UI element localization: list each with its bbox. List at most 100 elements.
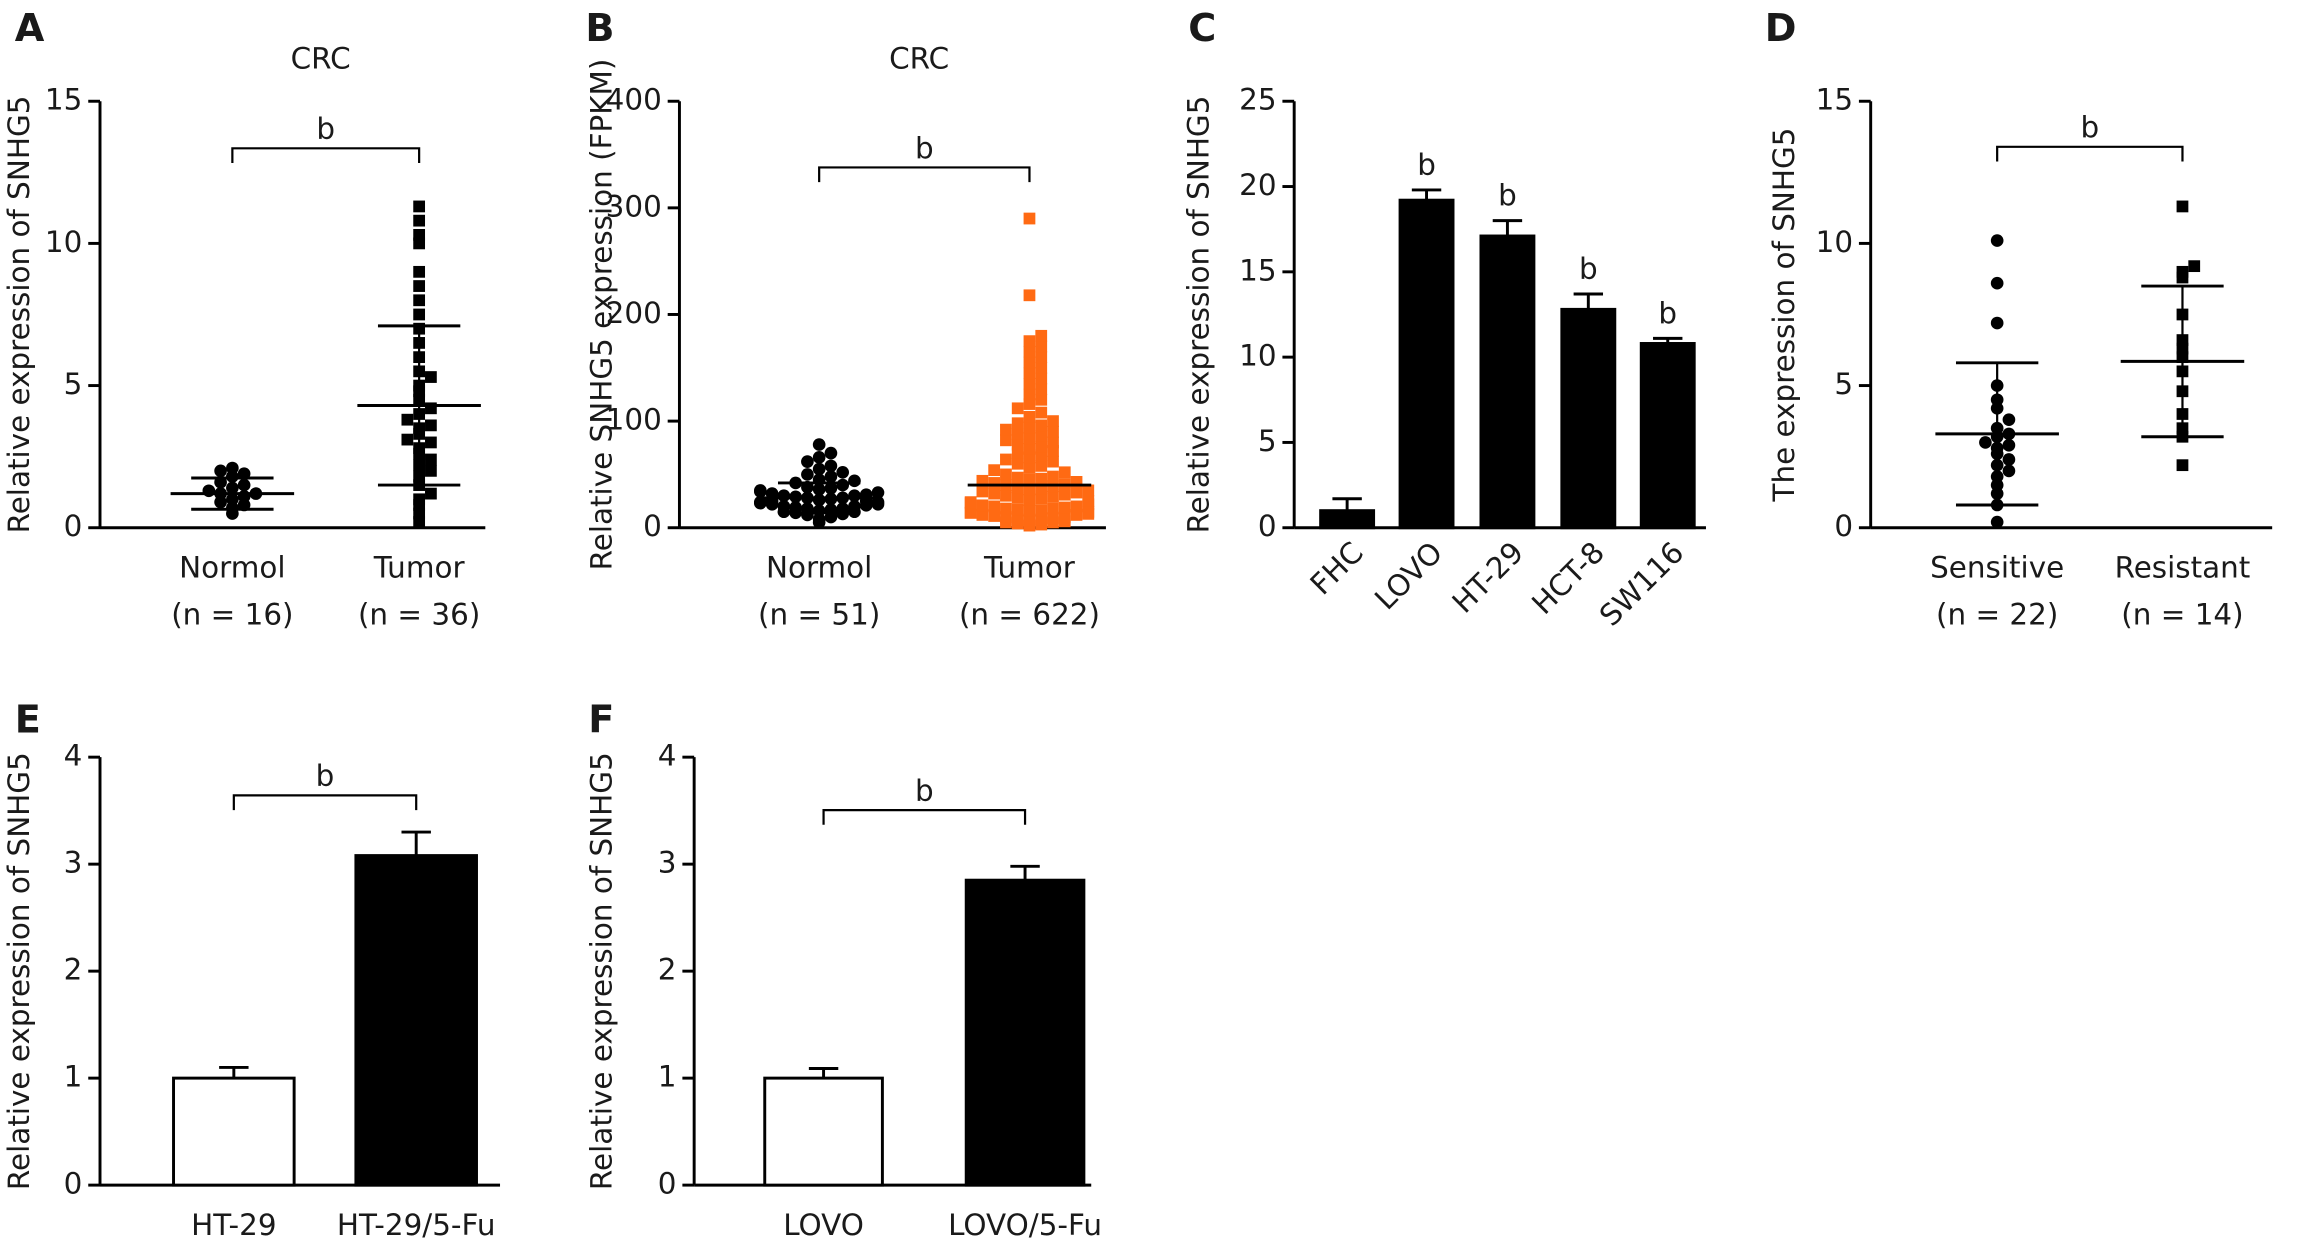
data-point xyxy=(1011,471,1024,484)
bar xyxy=(1479,234,1536,530)
data-point xyxy=(1047,425,1059,438)
data-point xyxy=(1035,419,1048,432)
data-point xyxy=(413,228,426,241)
data-point xyxy=(2002,438,2016,452)
data-point xyxy=(824,470,838,483)
data-point xyxy=(2188,260,2201,273)
panel-letter: F xyxy=(588,698,614,742)
data-point xyxy=(871,486,885,499)
significance-bracket xyxy=(822,808,1027,825)
y-tick-label: 100 xyxy=(606,403,662,437)
x-tick-label: Normol xyxy=(179,550,285,584)
x-tick-label: Tumor xyxy=(373,550,466,584)
data-point xyxy=(1011,447,1024,459)
significance-label: b xyxy=(2080,111,2099,145)
data-point xyxy=(1070,500,1083,513)
y-tick-label: 5 xyxy=(1834,367,1853,401)
significance-label: b xyxy=(1417,148,1436,182)
data-point xyxy=(1023,345,1036,358)
panel-letter: E xyxy=(15,698,41,742)
data-point xyxy=(237,478,251,492)
data-point xyxy=(801,468,814,481)
x-tick-label: LOVO xyxy=(783,1208,864,1242)
data-point xyxy=(1035,393,1048,406)
group-size-label: (n = 14) xyxy=(2121,597,2243,631)
data-point xyxy=(1035,449,1048,462)
y-tick-label: 1 xyxy=(658,1060,677,1094)
data-point xyxy=(976,509,989,521)
group-size-label: (n = 36) xyxy=(358,597,480,631)
data-point xyxy=(836,478,850,492)
data-point xyxy=(1035,383,1048,396)
data-point xyxy=(1990,515,2004,529)
data-point xyxy=(226,461,239,475)
group-size-label: (n = 622) xyxy=(959,597,1100,631)
significance-bracket xyxy=(231,147,421,164)
bar xyxy=(763,1076,884,1187)
data-point xyxy=(988,510,1001,522)
data-point xyxy=(413,507,426,520)
data-point xyxy=(1023,398,1036,410)
group-size-label: (n = 51) xyxy=(758,597,880,631)
y-tick-label: 0 xyxy=(64,1167,83,1201)
data-point xyxy=(988,477,1001,489)
data-point xyxy=(1990,316,2004,330)
data-point xyxy=(1082,505,1095,518)
data-point xyxy=(1023,356,1036,369)
y-tick-label: 25 xyxy=(1239,83,1276,117)
group-size-label: (n = 16) xyxy=(171,597,293,631)
y-tick-label: 15 xyxy=(1239,253,1276,287)
y-tick-label: 5 xyxy=(64,367,83,401)
data-point xyxy=(1035,329,1048,342)
data-point xyxy=(1035,440,1048,453)
data-point xyxy=(2176,200,2189,213)
data-point xyxy=(976,485,989,498)
data-point xyxy=(1035,504,1048,517)
y-tick-label: 20 xyxy=(1239,168,1276,202)
x-tick-label: Normol xyxy=(766,550,872,584)
data-point xyxy=(2002,464,2016,478)
data-point xyxy=(1023,410,1036,423)
data-point xyxy=(801,455,814,468)
data-point xyxy=(1035,482,1048,495)
data-point xyxy=(1035,361,1048,374)
data-point xyxy=(1000,423,1012,436)
data-point xyxy=(1990,234,2004,247)
data-point xyxy=(1047,436,1059,449)
data-point xyxy=(2176,459,2189,472)
data-point xyxy=(1035,430,1048,442)
data-point xyxy=(1035,351,1048,364)
data-point xyxy=(777,500,791,513)
data-point xyxy=(413,516,426,528)
data-point xyxy=(1047,502,1059,515)
y-axis-label: Relative SNHG5 expression (FPKM) xyxy=(584,59,618,571)
data-point xyxy=(812,462,826,476)
panel-letter: A xyxy=(15,7,45,51)
data-point xyxy=(1035,513,1048,526)
data-point xyxy=(401,413,414,426)
data-point xyxy=(824,481,838,495)
data-point xyxy=(812,438,826,451)
data-point xyxy=(1011,503,1024,516)
y-axis-label: The expression of SNHG5 xyxy=(1767,127,1801,502)
data-point xyxy=(789,501,802,514)
x-tick-label: Resistant xyxy=(2115,550,2251,584)
data-point xyxy=(1023,442,1036,455)
data-point xyxy=(1035,340,1048,353)
data-point xyxy=(2002,453,2016,466)
y-tick-label: 3 xyxy=(658,846,677,880)
y-tick-label: 5 xyxy=(1258,424,1277,458)
bar xyxy=(1319,509,1376,530)
data-point xyxy=(1058,466,1071,479)
significance-label: b xyxy=(316,759,335,793)
significance-label: b xyxy=(1498,179,1517,213)
data-point xyxy=(848,500,861,513)
data-point xyxy=(1058,488,1071,501)
x-tick-label: SW116 xyxy=(1593,535,1690,632)
data-point xyxy=(1011,402,1024,415)
y-tick-label: 0 xyxy=(1834,509,1853,543)
significance-label: b xyxy=(1579,252,1598,286)
y-tick-label: 400 xyxy=(606,83,662,117)
